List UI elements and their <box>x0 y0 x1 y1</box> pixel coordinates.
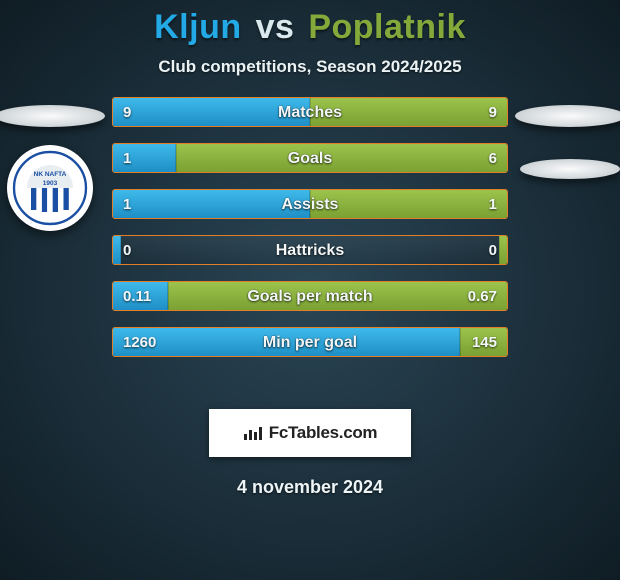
player-b-name: Poplatnik <box>308 8 466 46</box>
stat-fill-b <box>168 282 507 310</box>
branding-text: FcTables.com <box>269 423 378 443</box>
player-a-side: NK NAFTA 1903 <box>0 105 110 231</box>
stat-fill-b <box>460 328 507 356</box>
vs-label: vs <box>256 8 295 46</box>
stat-row: 16Goals <box>112 143 508 173</box>
club-crest-icon: NK NAFTA 1903 <box>12 150 88 226</box>
player-a-platform <box>0 105 105 127</box>
date-label: 4 november 2024 <box>0 477 620 498</box>
stat-fill-b <box>310 190 507 218</box>
subtitle: Club competitions, Season 2024/2025 <box>0 57 620 77</box>
player-b-platform-1 <box>515 105 620 127</box>
player-b-platform-2 <box>520 159 620 179</box>
player-a-name: Kljun <box>154 8 241 46</box>
player-b-side <box>510 105 620 179</box>
stat-row: 11Assists <box>112 189 508 219</box>
stat-fill-a <box>113 98 310 126</box>
stat-row: 99Matches <box>112 97 508 127</box>
comparison-title: Kljun vs Poplatnik <box>0 0 620 47</box>
stat-value-b: 0 <box>489 236 497 264</box>
stat-fill-a <box>113 328 460 356</box>
stat-fill-a <box>113 236 121 264</box>
stat-fill-a <box>113 190 310 218</box>
stat-bars: 99Matches 16Goals 11Assists 0 0Hattricks 0.11… <box>112 97 508 373</box>
club-crest: NK NAFTA 1903 <box>7 145 93 231</box>
stat-fill-b <box>176 144 507 172</box>
svg-text:1903: 1903 <box>43 180 58 187</box>
stat-row: 1260145Min per goal <box>112 327 508 357</box>
branding-chart-icon <box>243 425 263 441</box>
svg-text:NK NAFTA: NK NAFTA <box>34 171 67 178</box>
stat-value-a: 0 <box>123 236 131 264</box>
stat-row: 0.110.67Goals per match <box>112 281 508 311</box>
branding-badge: FcTables.com <box>209 409 411 457</box>
stats-stage: NK NAFTA 1903 99Matches16Goals11Assists0… <box>0 105 620 405</box>
stat-label: Hattricks <box>113 236 507 264</box>
stat-row: 0 0Hattricks <box>112 235 508 265</box>
stat-fill-b <box>499 236 507 264</box>
stat-fill-a <box>113 282 168 310</box>
stat-fill-b <box>310 98 507 126</box>
stat-fill-a <box>113 144 176 172</box>
